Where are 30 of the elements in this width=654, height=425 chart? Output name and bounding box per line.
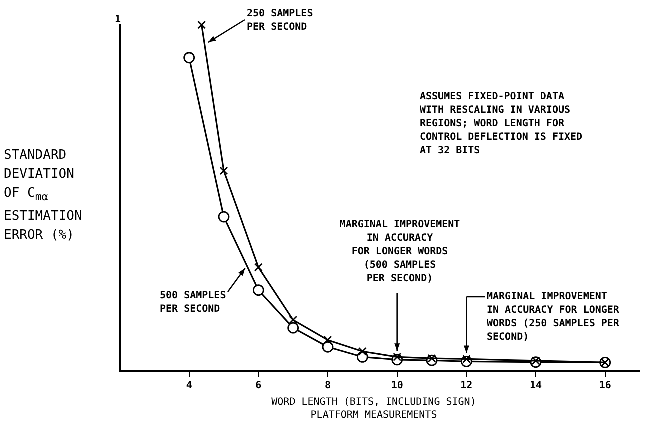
x-tick-label: 8	[324, 380, 332, 392]
x-tick-label: 16	[599, 380, 612, 392]
point	[198, 20, 206, 30]
y-axis-title: STANDARD DEVIATION OF C$_{mα}$ ESTIMATION ERROR (%)	[4, 147, 82, 245]
point	[289, 316, 298, 324]
point	[218, 211, 230, 223]
point	[324, 336, 332, 344]
point	[428, 354, 436, 363]
x-tick-label: 12	[460, 380, 473, 392]
point	[254, 263, 263, 272]
x-tick-label: 4	[186, 380, 192, 392]
point	[288, 322, 300, 334]
x-tick-label: 10	[391, 380, 404, 392]
annotation: MARGINAL IMPROVEMENT IN ACCURACY FOR LONGER WORDS (500 SAMPLES PER SECOND)	[340, 220, 460, 285]
x-axis-title: WORD LENGTH (BITS, INCLUDING SIGN) PLATFORM MEASUREMENTS	[270, 396, 478, 422]
x-tick-label: 14	[530, 380, 542, 392]
point	[532, 356, 540, 366]
point	[322, 341, 334, 353]
point	[358, 347, 367, 356]
point	[220, 166, 228, 176]
annotation: 1	[114, 14, 122, 26]
point	[252, 284, 264, 296]
annotation: ASSUMES FIXED-POINT DATA WITH RESCALING IN VARIOUS REGIONS; WORD LENGTH FOR CONTROL DEFLECTION IS FIXED AT 32 BITS	[420, 92, 583, 157]
point	[184, 52, 196, 64]
text: 500 SAMPLES PER SECOND	[160, 290, 226, 316]
point	[393, 352, 402, 362]
text: 250 SAMPLES PER SECOND	[247, 8, 314, 34]
x-tick-label: 6	[256, 380, 262, 392]
point	[462, 355, 471, 364]
annotation: MARGINAL IMPROVEMENT IN ACCURACY FOR LONGER WORDS (250 SAMPLES PER SECOND)	[487, 292, 620, 344]
